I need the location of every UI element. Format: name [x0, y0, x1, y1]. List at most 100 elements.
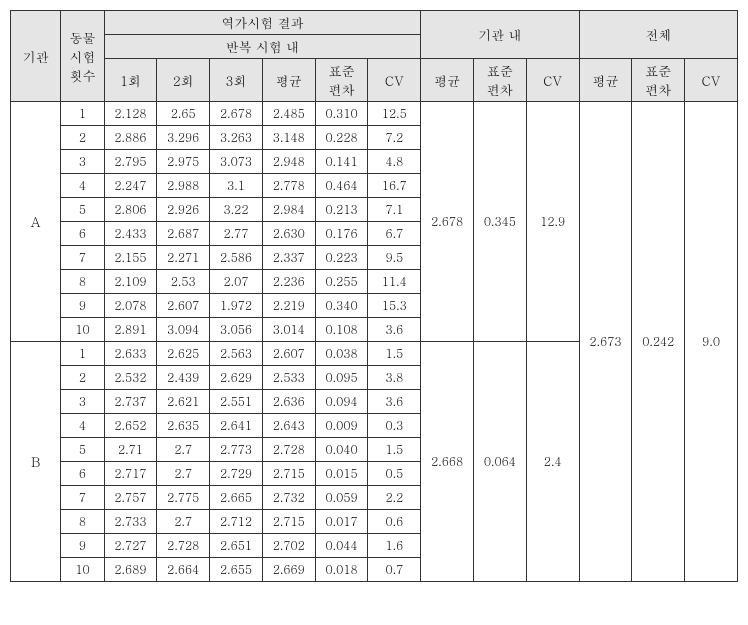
- header-mean: 평균: [262, 59, 315, 102]
- cell-v3: 3.22: [210, 198, 263, 222]
- cell-v1: 2.532: [104, 366, 157, 390]
- cell-sd: 0.094: [315, 390, 368, 414]
- cell-cv: 0.7: [368, 558, 421, 582]
- cell-v2: 2.621: [157, 390, 210, 414]
- cell-v3: 2.563: [210, 342, 263, 366]
- cell-mean: 2.778: [262, 174, 315, 198]
- cell-mean: 2.643: [262, 414, 315, 438]
- cell-cv: 1.5: [368, 438, 421, 462]
- cell-sd: 0.176: [315, 222, 368, 246]
- cell-mean: 2.236: [262, 270, 315, 294]
- cell-trial-num: 10: [61, 318, 104, 342]
- cell-trial-num: 2: [61, 366, 104, 390]
- cell-sd: 0.228: [315, 126, 368, 150]
- cell-v1: 2.109: [104, 270, 157, 294]
- cell-sd: 0.009: [315, 414, 368, 438]
- cell-mean: 2.533: [262, 366, 315, 390]
- cell-trial-num: 8: [61, 270, 104, 294]
- cell-inst: B: [11, 342, 61, 582]
- cell-cv: 16.7: [368, 174, 421, 198]
- header-overall-sd: 표준 편차: [632, 59, 685, 102]
- cell-v3: 3.073: [210, 150, 263, 174]
- cell-trial-num: 9: [61, 534, 104, 558]
- cell-v2: 2.7: [157, 510, 210, 534]
- cell-inst-sd: 0.345: [474, 102, 527, 342]
- cell-cv: 12.5: [368, 102, 421, 126]
- cell-v3: 3.056: [210, 318, 263, 342]
- cell-inst-mean: 2.678: [421, 102, 474, 342]
- cell-v2: 2.625: [157, 342, 210, 366]
- cell-mean: 2.715: [262, 462, 315, 486]
- cell-inst-cv: 12.9: [526, 102, 579, 342]
- cell-overall-mean: 2.673: [579, 102, 632, 582]
- cell-trial-num: 1: [61, 102, 104, 126]
- cell-trial-num: 4: [61, 414, 104, 438]
- cell-mean: 2.636: [262, 390, 315, 414]
- header-overall-mean: 평균: [579, 59, 632, 102]
- cell-sd: 0.095: [315, 366, 368, 390]
- cell-v3: 2.07: [210, 270, 263, 294]
- cell-sd: 0.044: [315, 534, 368, 558]
- cell-v2: 2.728: [157, 534, 210, 558]
- cell-sd: 0.040: [315, 438, 368, 462]
- header-cv: CV: [368, 59, 421, 102]
- cell-sd: 0.017: [315, 510, 368, 534]
- cell-v1: 2.078: [104, 294, 157, 318]
- cell-mean: 2.948: [262, 150, 315, 174]
- cell-sd: 0.018: [315, 558, 368, 582]
- cell-v3: 2.678: [210, 102, 263, 126]
- cell-inst: A: [11, 102, 61, 342]
- cell-trial-num: 7: [61, 246, 104, 270]
- cell-v2: 2.988: [157, 174, 210, 198]
- cell-mean: 2.630: [262, 222, 315, 246]
- cell-v2: 2.271: [157, 246, 210, 270]
- cell-trial-num: 2: [61, 126, 104, 150]
- cell-v2: 2.775: [157, 486, 210, 510]
- header-inst: 기관: [11, 11, 61, 102]
- cell-trial-num: 10: [61, 558, 104, 582]
- cell-cv: 3.8: [368, 366, 421, 390]
- cell-v1: 2.633: [104, 342, 157, 366]
- cell-sd: 0.141: [315, 150, 368, 174]
- cell-v3: 2.629: [210, 366, 263, 390]
- cell-mean: 2.702: [262, 534, 315, 558]
- cell-v1: 2.433: [104, 222, 157, 246]
- cell-v2: 2.7: [157, 438, 210, 462]
- cell-v3: 2.551: [210, 390, 263, 414]
- cell-trial-num: 9: [61, 294, 104, 318]
- cell-v2: 2.926: [157, 198, 210, 222]
- cell-mean: 3.014: [262, 318, 315, 342]
- cell-v1: 2.71: [104, 438, 157, 462]
- header-overall: 전체: [579, 11, 737, 59]
- cell-v1: 2.727: [104, 534, 157, 558]
- cell-v1: 2.886: [104, 126, 157, 150]
- cell-sd: 0.255: [315, 270, 368, 294]
- results-table: 기관 동물 시험 횟수 역가시험 결과 기관 내 전체 반복 시험 내 1회 2…: [10, 10, 738, 582]
- header-animal-trials: 동물 시험 횟수: [61, 11, 104, 102]
- cell-v1: 2.689: [104, 558, 157, 582]
- cell-v2: 2.65: [157, 102, 210, 126]
- table-row: A12.1282.652.6782.4850.31012.52.6780.345…: [11, 102, 738, 126]
- cell-trial-num: 3: [61, 150, 104, 174]
- cell-v2: 3.094: [157, 318, 210, 342]
- cell-mean: 2.607: [262, 342, 315, 366]
- cell-v3: 3.1: [210, 174, 263, 198]
- cell-v2: 2.7: [157, 462, 210, 486]
- cell-mean: 2.984: [262, 198, 315, 222]
- cell-v2: 2.53: [157, 270, 210, 294]
- cell-v1: 2.737: [104, 390, 157, 414]
- cell-overall-cv: 9.0: [685, 102, 738, 582]
- cell-trial-num: 7: [61, 486, 104, 510]
- cell-v1: 2.155: [104, 246, 157, 270]
- header-within-inst: 기관 내: [421, 11, 579, 59]
- header-sd: 표준 편차: [315, 59, 368, 102]
- cell-sd: 0.015: [315, 462, 368, 486]
- cell-cv: 4.8: [368, 150, 421, 174]
- cell-v1: 2.652: [104, 414, 157, 438]
- cell-cv: 2.2: [368, 486, 421, 510]
- cell-v2: 2.635: [157, 414, 210, 438]
- cell-v1: 2.795: [104, 150, 157, 174]
- header-trial1: 1회: [104, 59, 157, 102]
- cell-v2: 2.607: [157, 294, 210, 318]
- header-trial3: 3회: [210, 59, 263, 102]
